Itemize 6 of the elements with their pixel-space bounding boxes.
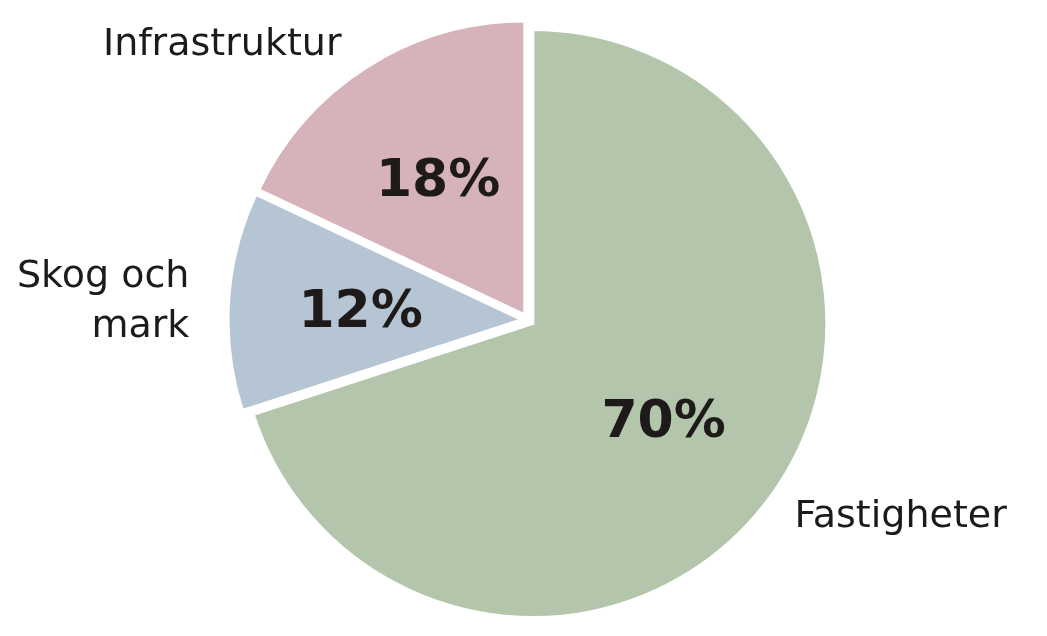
slice-label: Infrastruktur xyxy=(102,19,342,64)
data-label: 70% xyxy=(601,388,726,449)
slice-label: Skog och mark xyxy=(16,252,190,347)
data-label: 18% xyxy=(375,148,501,209)
data-label: 12% xyxy=(298,279,423,340)
slice-label: Fastigheter xyxy=(794,491,1008,536)
